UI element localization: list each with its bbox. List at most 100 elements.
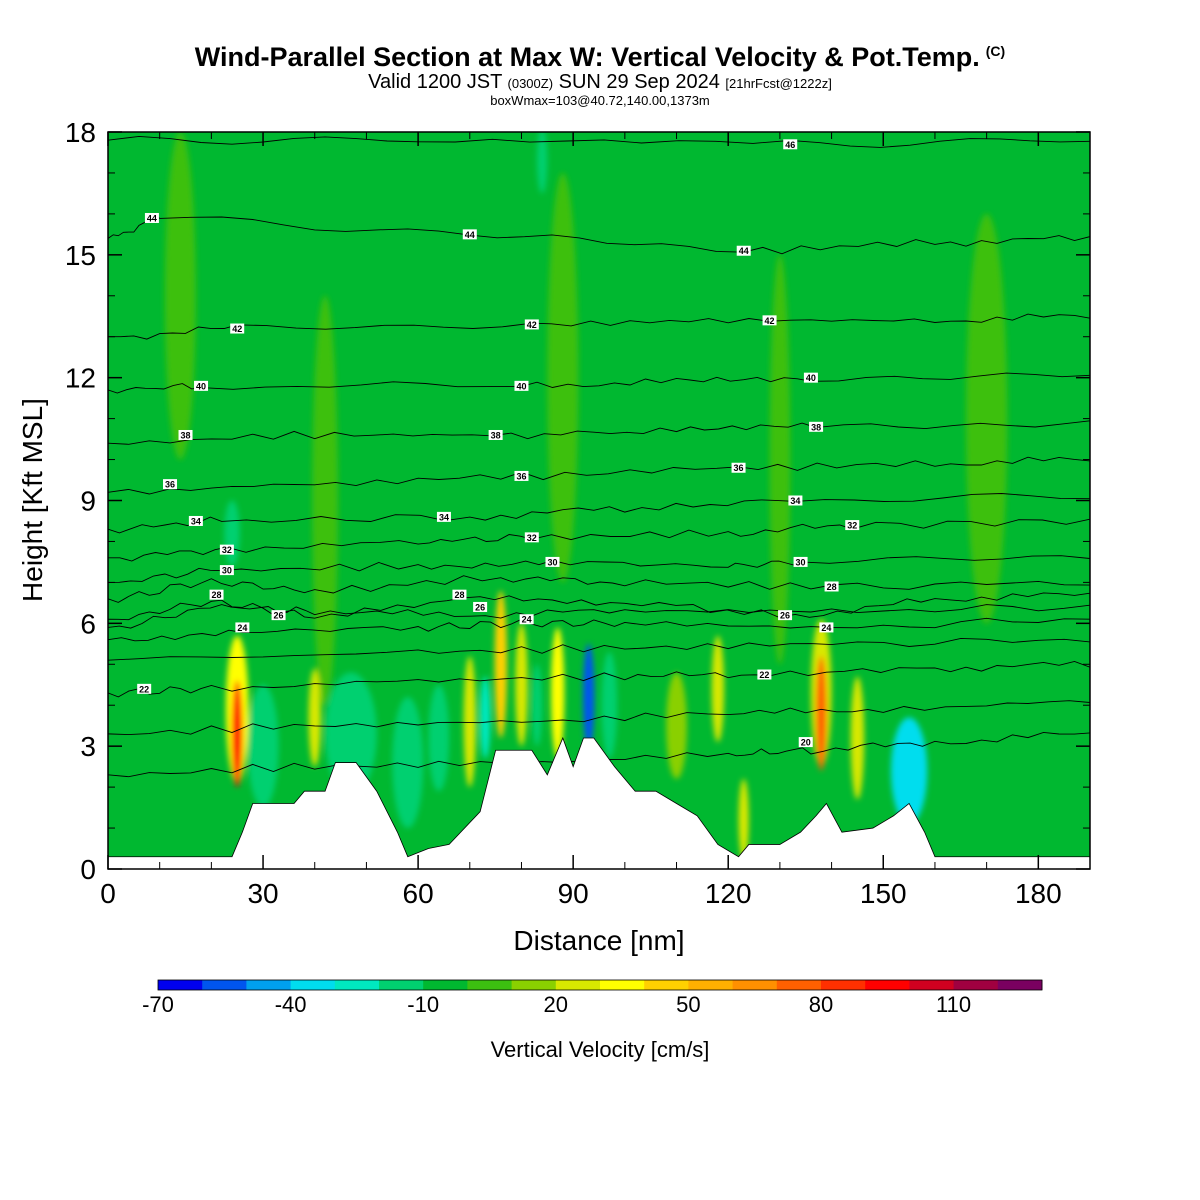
velocity-cell-26: [965, 213, 1008, 624]
contour-label-bg-31: [235, 622, 250, 633]
contour-label-35: 22: [759, 670, 769, 680]
theta-contour-25: [108, 604, 1090, 629]
colorbar-tick-label-3: 20: [544, 992, 568, 1017]
y-tick-label-18: 18: [65, 117, 96, 148]
x-tick-label-120: 120: [705, 878, 752, 909]
contour-label-24: 30: [796, 557, 806, 567]
velocity-cell-21: [891, 717, 928, 824]
copyright-mark: (C): [985, 43, 1006, 59]
colorbar-swatch-1: [202, 980, 247, 990]
velocity-cell-12: [550, 627, 565, 759]
contour-label-bg-0: [144, 212, 159, 223]
contour-label-27: 28: [827, 582, 837, 592]
contour-label-bg-28: [271, 610, 286, 621]
y-tick-label-12: 12: [65, 363, 96, 394]
contour-label-9: 40: [806, 373, 816, 383]
chart-title: Wind-Parallel Section at Max W: Vertical…: [0, 42, 1200, 73]
contour-label-22: 30: [222, 566, 232, 576]
velocity-cell-27: [164, 132, 196, 460]
colorbar-swatch-2: [246, 980, 292, 990]
y-tick-label-9: 9: [80, 486, 96, 517]
y-tick-label-0: 0: [80, 854, 96, 885]
contour-label-bg-15: [731, 462, 746, 473]
colorbar-swatch-8: [511, 980, 557, 990]
contour-label-bg-23: [545, 556, 560, 567]
x-tick-label-0: 0: [100, 878, 116, 909]
contour-label-bg-26: [452, 589, 467, 600]
colorbar-swatch-11: [644, 980, 689, 990]
theta-contour-21: [108, 700, 1090, 736]
velocity-cell-25: [769, 254, 791, 665]
contour-label-bg-17: [436, 511, 451, 522]
contour-label-bg-6: [762, 315, 777, 326]
velocity-cell-10: [515, 623, 528, 747]
contour-label-2: 44: [739, 246, 749, 256]
contour-label-bg-27: [824, 581, 839, 592]
theta-contour-23: [108, 637, 1090, 661]
contour-label-32: 24: [522, 615, 532, 625]
valid-time: Valid 1200 JST (0300Z) SUN 29 Sep 2024 […: [0, 71, 1200, 94]
velocity-cell-24: [547, 172, 579, 583]
contour-label-34: 22: [139, 684, 149, 694]
valid-utc: (0300Z): [507, 76, 554, 91]
contour-label-bg-4: [230, 323, 245, 334]
valid-date: SUN 29 Sep 2024: [558, 71, 720, 93]
colorbar-swatch-5: [379, 980, 424, 990]
contour-label-bg-3: [783, 139, 798, 150]
valid-prefix: Valid 1200 JST: [368, 71, 502, 93]
velocity-cell-17: [738, 778, 749, 861]
colorbar-tick-label-5: 80: [809, 992, 833, 1017]
theta-contour-26: [108, 592, 1090, 621]
contour-label-bg-10: [178, 429, 193, 440]
colorbar-swatch-16: [865, 980, 910, 990]
contour-label-bg-18: [788, 495, 803, 506]
x-tick-label-90: 90: [558, 878, 589, 909]
colorbar-swatch-0: [158, 980, 203, 990]
contour-label-4: 42: [232, 324, 242, 334]
contour-label-5: 42: [527, 320, 537, 330]
contour-label-bg-36: [798, 737, 813, 748]
theta-contour-38: [108, 420, 1090, 445]
contour-label-bg-9: [803, 372, 818, 383]
velocity-cell-15: [666, 672, 687, 779]
contour-label-bg-16: [188, 515, 203, 526]
contour-label-bg-7: [194, 380, 209, 391]
contour-label-bg-32: [519, 614, 534, 625]
contour-label-11: 38: [491, 430, 501, 440]
y-axis-label: Height [Kft MSL]: [17, 398, 48, 602]
contour-label-6: 42: [765, 316, 775, 326]
contour-label-10: 38: [181, 430, 191, 440]
terrain: [108, 736, 1090, 869]
contour-label-1: 44: [465, 230, 475, 240]
velocity-cell-13: [582, 643, 595, 751]
contour-label-36: 20: [801, 738, 811, 748]
colorbar-swatch-17: [909, 980, 955, 990]
colorbar-swatch-19: [997, 980, 1043, 990]
colorbar-swatch-14: [776, 980, 822, 990]
contour-label-bg-22: [219, 565, 234, 576]
theta-contour-20: [108, 731, 1090, 778]
colorbar-swatch-13: [732, 980, 778, 990]
x-tick-label-180: 180: [1015, 878, 1062, 909]
chart-title-text: Wind-Parallel Section at Max W: Vertical…: [194, 42, 980, 72]
contour-label-bg-24: [793, 556, 808, 567]
velocity-cell-11: [531, 664, 543, 747]
velocity-cell-9: [494, 590, 508, 738]
contour-label-bg-5: [524, 319, 539, 330]
colorbar-tick-label-4: 50: [676, 992, 700, 1017]
colorbar-swatch-12: [688, 980, 734, 990]
contour-label-33: 24: [821, 623, 831, 633]
colorbar-swatch-3: [290, 980, 336, 990]
y-tick-label-3: 3: [80, 731, 96, 762]
contour-label-23: 30: [547, 557, 557, 567]
contour-label-21: 32: [847, 521, 857, 531]
contour-label-bg-25: [209, 589, 224, 600]
velocity-cell-6: [428, 684, 450, 792]
colorbar-swatch-7: [467, 980, 513, 990]
contour-label-bg-34: [137, 683, 152, 694]
colorbar-swatch-15: [821, 980, 866, 990]
contour-label-bg-21: [845, 520, 860, 531]
colorbar-label: Vertical Velocity [cm/s]: [491, 1037, 710, 1062]
